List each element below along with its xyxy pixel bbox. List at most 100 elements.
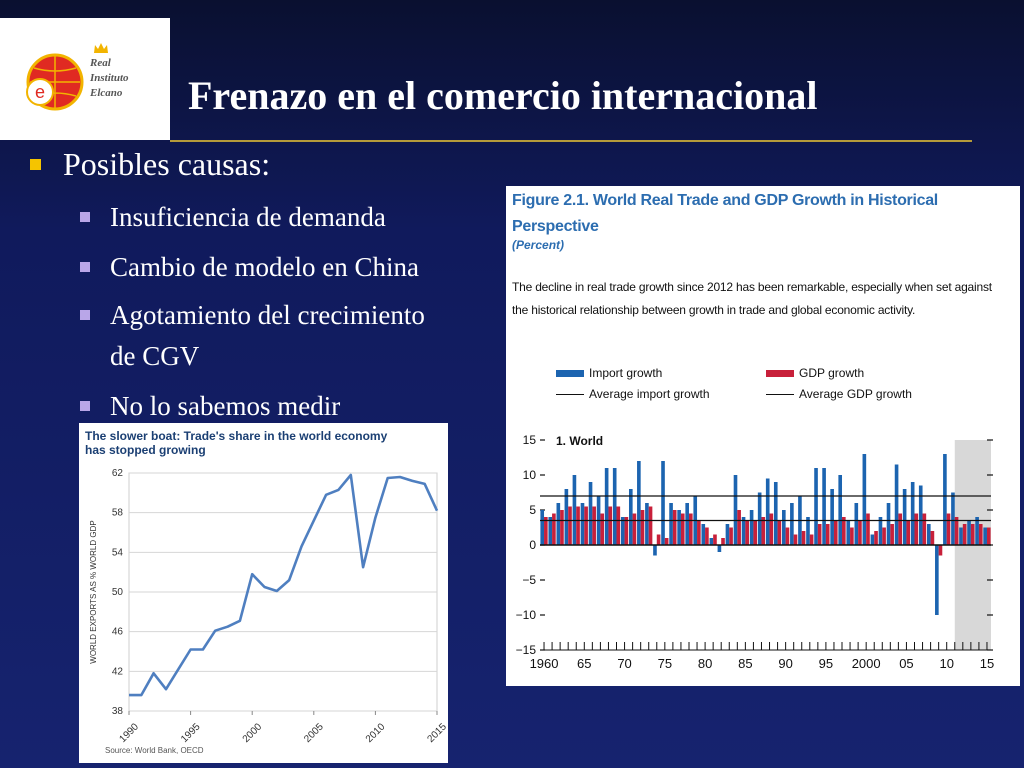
import-growth-bar (669, 503, 673, 545)
logo-name: Real Instituto Elcano (90, 56, 168, 101)
gdp-growth-bar (769, 513, 774, 545)
gdp-growth-bar (906, 520, 911, 545)
square-bullet-icon (30, 159, 41, 171)
bullet-item-text: Agotamiento del crecimiento (110, 300, 425, 330)
import-growth-bar (685, 503, 689, 545)
figure-subtitle: (Percent) (512, 238, 565, 252)
import-growth-bar (983, 527, 987, 545)
trade-share-chart-svg: The slower boat: Trade's share in the wo… (85, 429, 448, 755)
import-growth-bar (628, 489, 633, 545)
import-growth-bar (677, 510, 681, 545)
gdp-growth-bar (680, 513, 685, 545)
import-growth-bar (870, 534, 875, 545)
gdp-growth-bar (825, 524, 830, 545)
y-tick-label: 54 (112, 547, 124, 558)
gdp-growth-bar (544, 517, 548, 545)
import-growth-bar (830, 489, 834, 545)
gdp-growth-bar (600, 513, 605, 545)
import-growth-bar (717, 545, 722, 552)
import-growth-bar (709, 538, 714, 545)
x-tick-label: 90 (778, 656, 792, 671)
x-tick-label: 10 (939, 656, 953, 671)
import-growth-bar (790, 503, 794, 545)
y-tick-label: −5 (522, 573, 536, 587)
import-growth-bar (814, 468, 818, 545)
gdp-growth-bar (560, 510, 564, 545)
gdp-growth-bar (962, 524, 967, 545)
legend-line-avg-import (556, 394, 584, 395)
gdp-growth-bar (624, 517, 629, 545)
y-tick-label: 42 (112, 666, 124, 677)
import-growth-bar (846, 520, 851, 545)
x-tick-label: 2000 (241, 721, 265, 745)
gdp-growth-bar (656, 534, 661, 545)
bullet-main-text: Posibles causas: (63, 146, 271, 182)
bullet-item-text: Cambio de modelo en China (110, 252, 419, 282)
gdp-growth-bar (785, 527, 790, 545)
gdp-growth-bar (801, 531, 806, 545)
x-tick-label: 85 (738, 656, 752, 671)
gdp-growth-bar (608, 506, 613, 545)
y-tick-label: 15 (523, 433, 537, 447)
gdp-growth-bar (938, 545, 943, 556)
legend-gdp-growth: GDP growth (799, 366, 865, 380)
import-growth-bar (926, 524, 931, 545)
import-growth-bar (548, 517, 553, 545)
import-growth-bar (765, 478, 770, 545)
chart-source: Source: World Bank, OECD (105, 746, 204, 755)
gdp-growth-bar (697, 520, 701, 545)
gdp-growth-bar (688, 513, 693, 545)
import-growth-bar (862, 454, 867, 545)
y-tick-label: 0 (529, 538, 536, 552)
x-tick-label: 15 (980, 656, 994, 671)
square-bullet-icon (80, 310, 90, 320)
import-growth-bar (951, 492, 955, 545)
logo-line-2: Instituto (90, 72, 129, 84)
import-growth-bar (878, 517, 883, 545)
bullet-item-text: de CGV (110, 341, 200, 371)
gdp-growth-bar (552, 513, 556, 545)
figure-title: Figure 2.1. World Real Trade and GDP Gro… (512, 188, 992, 240)
x-tick-label: 80 (698, 656, 712, 671)
legend-import-growth: Import growth (589, 366, 663, 380)
import-growth-bar (854, 503, 859, 545)
import-growth-bar (564, 489, 569, 545)
gdp-growth-bar (833, 520, 838, 545)
logo-line-1: Real (90, 57, 111, 69)
x-tick-label: 75 (658, 656, 672, 671)
gdp-growth-bar (568, 506, 572, 545)
x-tick-label: 65 (577, 656, 591, 671)
square-bullet-icon (80, 212, 90, 222)
gdp-growth-bar (576, 506, 580, 545)
legend-avg-import: Average import growth (589, 387, 710, 401)
import-growth-bar (620, 517, 625, 545)
import-growth-bar (588, 482, 593, 545)
bullet-main: Posibles causas: (30, 146, 270, 183)
import-growth-bar (604, 468, 609, 545)
gdp-growth-bar (954, 517, 959, 545)
x-tick-label: 1995 (179, 721, 203, 745)
y-tick-label: 38 (112, 706, 124, 717)
y-tick-label: 58 (112, 508, 124, 519)
elcano-emblem-icon: e (26, 53, 84, 111)
figure-title-line-2: Perspective (512, 218, 599, 235)
y-tick-label: 62 (112, 468, 124, 479)
gdp-growth-bar (898, 513, 903, 545)
gdp-growth-bar (850, 527, 854, 545)
square-bullet-icon (80, 262, 90, 272)
import-growth-bar (806, 517, 810, 545)
import-growth-bar (959, 527, 963, 545)
gdp-growth-bar (914, 513, 919, 545)
gdp-growth-bar (970, 524, 975, 545)
x-tick-label: 2005 (302, 721, 326, 745)
gdp-growth-bar (809, 534, 814, 545)
gdp-growth-bar (584, 506, 588, 545)
x-tick-label: 1990 (117, 721, 141, 745)
gdp-growth-bar (866, 513, 870, 545)
import-growth-bar (918, 485, 923, 545)
y-tick-label: −15 (516, 643, 537, 657)
gdp-growth-bar (890, 524, 894, 545)
gdp-growth-bar (640, 510, 645, 545)
trade-share-chart: The slower boat: Trade's share in the wo… (79, 423, 448, 763)
